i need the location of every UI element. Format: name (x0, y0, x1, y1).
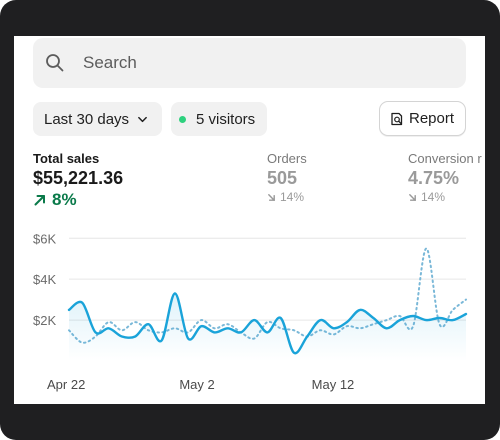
search-icon (46, 54, 64, 72)
metric-orders[interactable]: Orders 505 14% (267, 151, 307, 204)
sales-area-fill (69, 293, 466, 361)
date-range-dropdown[interactable]: Last 30 days (33, 102, 162, 136)
metric-value: 4.75% (408, 168, 460, 188)
arrow-up-right-icon (34, 195, 45, 206)
arrow-down-right-icon (409, 193, 416, 201)
x-tick-label: May 2 (179, 377, 214, 392)
sales-series-line (67, 292, 468, 355)
arrow-down-right-icon (268, 193, 275, 201)
metric-label: Total sales (33, 151, 100, 166)
metric-change-value: 8% (52, 190, 77, 209)
date-range-label: Last 30 days (44, 110, 130, 128)
metric-change: 8% (33, 190, 123, 210)
metric-conversion-rate[interactable]: Conversion r 4.75% 14% (408, 151, 482, 204)
live-status-dot (179, 115, 186, 123)
metric-change: 14% (267, 190, 307, 204)
metric-change: 14% (408, 190, 482, 204)
metric-change-value: 14% (421, 190, 446, 204)
report-label: Report (409, 110, 455, 127)
metric-value: 505 (267, 168, 298, 188)
sales-line-chart[interactable]: $6K $4K $2K Apr 22 May 2 May 12 (14, 36, 485, 404)
x-tick-label: May 12 (312, 377, 355, 392)
chevron-down-icon (138, 116, 147, 122)
report-icon (391, 112, 403, 125)
analytics-screen: Search Last 30 days 5 visitors Report To… (14, 36, 485, 404)
metric-label: Orders (267, 151, 307, 166)
x-tick-label: Apr 22 (47, 377, 85, 392)
y-tick-label: $2K (33, 313, 56, 328)
metric-change-value: 14% (280, 190, 305, 204)
metric-label: Conversion r (408, 151, 482, 166)
search-input[interactable]: Search (33, 38, 466, 88)
y-tick-label: $6K (33, 231, 56, 246)
metric-value: $55,221.36 (33, 168, 124, 188)
visitors-label: 5 visitors (196, 110, 256, 128)
y-tick-label: $4K (33, 272, 56, 287)
report-button[interactable]: Report (379, 101, 466, 136)
search-placeholder: Search (83, 53, 137, 72)
metric-total-sales[interactable]: Total sales $55,221.36 8% (33, 151, 123, 210)
live-visitors-button[interactable]: 5 visitors (171, 102, 267, 136)
